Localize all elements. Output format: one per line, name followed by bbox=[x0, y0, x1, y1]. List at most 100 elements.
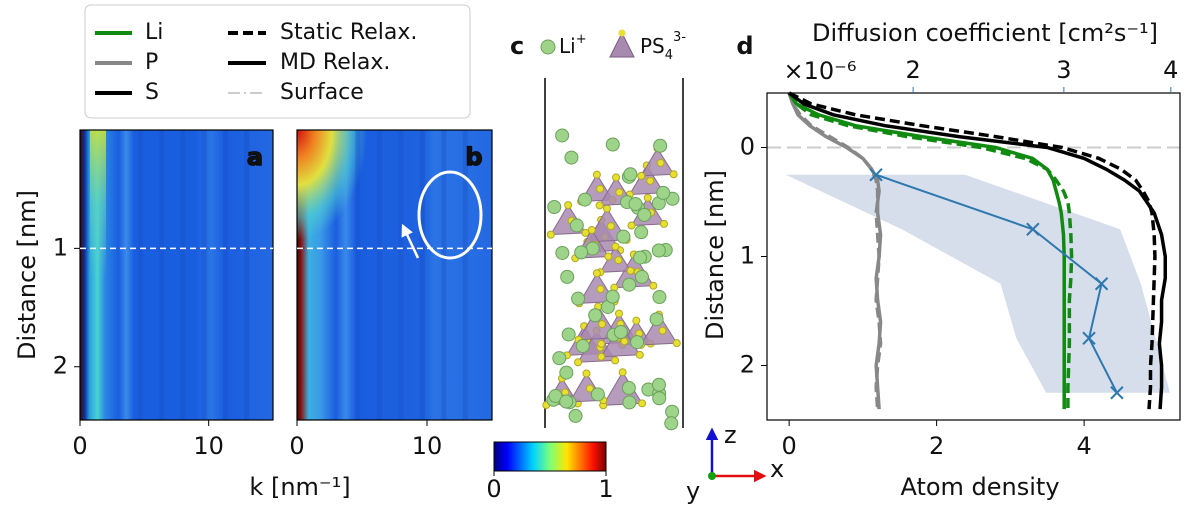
li-atom bbox=[588, 308, 603, 323]
y-axis-label: Distance [nm] bbox=[701, 170, 729, 340]
ps4-icon bbox=[618, 29, 626, 37]
s-atom bbox=[587, 226, 596, 235]
li-atom bbox=[630, 335, 645, 350]
li-atom bbox=[561, 327, 576, 342]
legend-ps4: PS43- bbox=[640, 30, 686, 63]
li-atom bbox=[656, 185, 671, 200]
s-atom bbox=[582, 369, 591, 378]
li-atom bbox=[651, 377, 666, 392]
li-atom bbox=[574, 245, 589, 260]
density-line bbox=[787, 92, 883, 410]
top-tick-label: 3 bbox=[1056, 56, 1071, 84]
heatmap-texture bbox=[201, 130, 207, 420]
legend-sup: + bbox=[576, 32, 587, 47]
s-atom bbox=[627, 221, 636, 230]
li-atom bbox=[552, 351, 567, 366]
ps4-icon bbox=[609, 31, 635, 58]
axis-y: y bbox=[686, 477, 700, 505]
axis-z: z bbox=[724, 421, 737, 449]
error-band bbox=[785, 174, 1170, 393]
heatmap-texture bbox=[222, 130, 228, 420]
axis-x: x bbox=[770, 455, 784, 483]
li-atom bbox=[571, 291, 586, 306]
li-atom bbox=[555, 128, 570, 143]
heatmap-texture bbox=[398, 130, 404, 420]
heatmap-streak bbox=[90, 130, 106, 280]
diffusion-marker bbox=[1110, 386, 1124, 400]
legend-sub: 4 bbox=[665, 48, 673, 63]
arrow bbox=[401, 223, 420, 259]
s-atom bbox=[672, 339, 681, 348]
top-axis-label: Diffusion coefficient [cm²s⁻¹] bbox=[812, 19, 1158, 47]
s-atom bbox=[611, 242, 620, 251]
legend-box bbox=[84, 4, 471, 119]
li-atom bbox=[559, 394, 574, 409]
li-atom bbox=[649, 312, 664, 327]
s-atom bbox=[596, 184, 605, 193]
highlight-ellipse bbox=[417, 170, 483, 260]
colorbar-tick-label: 0 bbox=[486, 475, 501, 503]
legend-text: PS bbox=[640, 34, 665, 58]
heatmap-texture bbox=[419, 130, 425, 420]
li-atom bbox=[623, 167, 638, 182]
y-tick-label: 0 bbox=[740, 133, 755, 161]
s-atom bbox=[660, 219, 669, 228]
panel-label: a bbox=[247, 143, 263, 171]
li-atom bbox=[634, 225, 649, 240]
li-atom bbox=[651, 243, 666, 258]
y-axis-label: Distance [nm] bbox=[13, 190, 41, 360]
s-atom bbox=[612, 173, 621, 182]
legend-text: Li bbox=[559, 34, 576, 58]
y-tick-label: 1 bbox=[740, 242, 755, 270]
li-atom bbox=[605, 289, 620, 304]
density-line bbox=[787, 92, 1066, 410]
li-atom bbox=[564, 150, 579, 165]
heatmap-texture bbox=[137, 130, 143, 420]
s-atom bbox=[632, 316, 641, 325]
s-atom bbox=[606, 222, 615, 231]
density-line bbox=[788, 91, 1167, 410]
li-atom bbox=[575, 339, 590, 354]
legend-label: S bbox=[145, 80, 159, 105]
s-atom bbox=[649, 281, 658, 290]
li-atom bbox=[653, 138, 668, 153]
li-atom bbox=[622, 277, 637, 292]
li-atom bbox=[664, 416, 679, 431]
s-atom bbox=[574, 358, 583, 367]
frame bbox=[296, 129, 493, 421]
legend-li: Li+ bbox=[559, 32, 587, 58]
heatmap-hotspot bbox=[297, 130, 367, 240]
diffusion-marker bbox=[1094, 277, 1109, 291]
heatmap-texture bbox=[355, 130, 361, 420]
s-atom bbox=[614, 309, 623, 318]
li-atom bbox=[559, 365, 574, 380]
panel-label: c bbox=[510, 32, 524, 60]
li-atom bbox=[637, 207, 652, 222]
x-tick-label: 4 bbox=[1076, 432, 1091, 460]
s-atom bbox=[618, 368, 627, 377]
li-atom bbox=[622, 395, 637, 410]
y-tick-label: 2 bbox=[740, 351, 755, 379]
y-dot bbox=[708, 472, 716, 480]
colorbar bbox=[493, 441, 607, 472]
x-axis-label: Atom density bbox=[900, 473, 1059, 501]
li-icon bbox=[540, 39, 556, 55]
s-atom bbox=[596, 285, 605, 294]
heatmap-texture bbox=[462, 130, 468, 420]
x-tick-label: 10 bbox=[412, 432, 443, 460]
y-tick-label: 1 bbox=[53, 233, 68, 261]
heatmap bbox=[80, 130, 273, 420]
s-atom bbox=[598, 320, 607, 329]
x-tick-label: 0 bbox=[72, 432, 87, 460]
li-atom bbox=[590, 387, 605, 402]
frame bbox=[79, 129, 274, 421]
s-atom bbox=[646, 176, 655, 185]
diffusion-marker bbox=[869, 168, 883, 182]
x-tick-label: 2 bbox=[929, 432, 944, 460]
li-atom bbox=[569, 218, 584, 233]
legend-label: MD Relax. bbox=[280, 50, 390, 75]
s-atom bbox=[585, 384, 594, 393]
x-axis-label: k [nm⁻¹] bbox=[249, 473, 350, 501]
y-tick-label: 2 bbox=[53, 352, 68, 380]
